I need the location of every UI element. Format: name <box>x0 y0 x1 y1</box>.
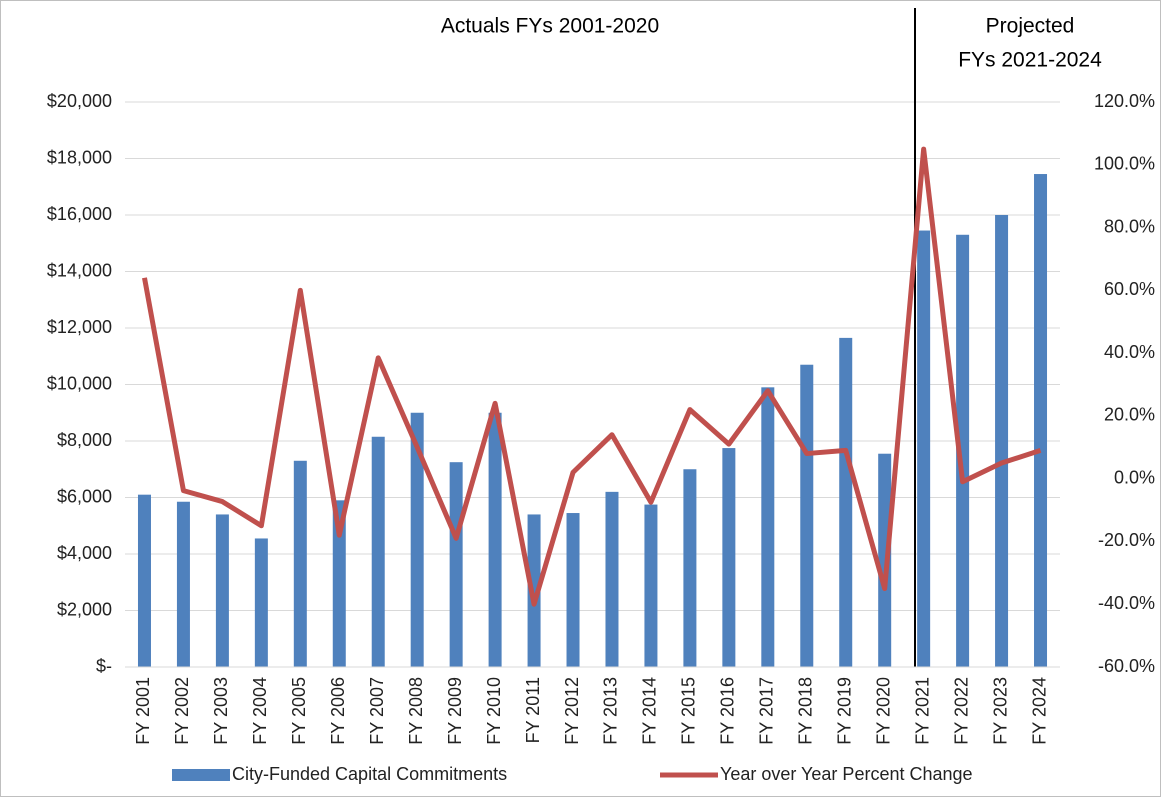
x-tick-label: FY 2009 <box>445 677 465 745</box>
y2-tick-label: 80.0% <box>1104 216 1155 236</box>
line <box>142 146 1042 607</box>
x-tick-label: FY 2002 <box>172 677 192 745</box>
x-tick-label: FY 2021 <box>912 677 932 745</box>
x-tick-label: FY 2001 <box>133 677 153 745</box>
x-tick-label: FY 2024 <box>1029 677 1049 745</box>
bar <box>605 491 619 667</box>
bar <box>215 514 229 667</box>
x-tick-label: FY 2012 <box>562 677 582 745</box>
y-tick-label: $6,000 <box>57 486 112 506</box>
x-tick-label: FY 2023 <box>990 677 1010 745</box>
x-tick-label: FY 2019 <box>834 677 854 745</box>
x-tick-label: FY 2010 <box>484 677 504 745</box>
bar <box>683 469 697 667</box>
bar <box>293 460 307 667</box>
y2-tick-label: 60.0% <box>1104 279 1155 299</box>
bar <box>176 501 190 667</box>
x-tick-label: FY 2011 <box>523 677 543 743</box>
y-tick-label: $18,000 <box>47 147 112 167</box>
y2-tick-label: 120.0% <box>1094 91 1155 111</box>
bar <box>449 462 463 667</box>
annotation: FYs 2021-2024 <box>958 49 1102 72</box>
y-tick-label: $10,000 <box>47 373 112 393</box>
x-tick-label: FY 2016 <box>718 677 738 745</box>
y-tick-label: $8,000 <box>57 430 112 450</box>
annotation: Actuals FYs 2001-2020 <box>441 15 659 38</box>
y-tick-label: $20,000 <box>47 91 112 111</box>
y-tick-label: $2,000 <box>57 599 112 619</box>
y2-tick-label: -20.0% <box>1098 530 1155 550</box>
x-tick-label: FY 2017 <box>757 677 777 745</box>
bar <box>1034 174 1048 667</box>
x-tick-label: FY 2008 <box>406 677 426 745</box>
legend-label: City-Funded Capital Commitments <box>232 764 507 784</box>
bar <box>566 513 580 667</box>
x-tick-label: FY 2015 <box>679 677 699 745</box>
x-tick-label: FY 2018 <box>796 677 816 745</box>
x-tick-label: FY 2006 <box>328 677 348 745</box>
bar <box>410 412 424 667</box>
bar <box>995 215 1009 667</box>
y2-tick-label: -60.0% <box>1098 656 1155 676</box>
legend-swatch <box>172 769 230 781</box>
y2-tick-label: 100.0% <box>1094 154 1155 174</box>
x-tick-label: FY 2020 <box>873 677 893 745</box>
bar <box>800 364 814 667</box>
x-tick-label: FY 2004 <box>250 677 270 745</box>
x-tick-label: FY 2003 <box>211 677 231 745</box>
y-tick-label: $16,000 <box>47 204 112 224</box>
y-tick-label: $- <box>96 656 112 676</box>
bar <box>332 500 346 667</box>
bar <box>839 337 853 667</box>
y2-tick-label: 0.0% <box>1114 467 1155 487</box>
x-tick-label: FY 2022 <box>951 677 971 745</box>
bar <box>488 412 502 667</box>
x-tick-label: FY 2014 <box>640 677 660 745</box>
x-tick-label: FY 2013 <box>601 677 621 745</box>
bar <box>761 387 775 667</box>
bar <box>254 538 268 667</box>
y-tick-label: $12,000 <box>47 317 112 337</box>
y-tick-label: $4,000 <box>57 543 112 563</box>
bar <box>917 230 931 667</box>
y2-tick-label: 40.0% <box>1104 342 1155 362</box>
x-tick-label: FY 2007 <box>367 677 387 745</box>
y2-tick-label: -40.0% <box>1098 593 1155 613</box>
bar <box>527 514 541 667</box>
annotation: Projected <box>986 15 1075 38</box>
bar <box>722 448 736 667</box>
y2-tick-label: 20.0% <box>1104 405 1155 425</box>
bar <box>137 494 151 667</box>
bar <box>956 234 970 667</box>
bar <box>371 436 385 667</box>
bar <box>644 504 658 667</box>
y-tick-label: $14,000 <box>47 260 112 280</box>
x-tick-label: FY 2005 <box>289 677 309 745</box>
legend-label: Year over Year Percent Change <box>720 764 973 784</box>
